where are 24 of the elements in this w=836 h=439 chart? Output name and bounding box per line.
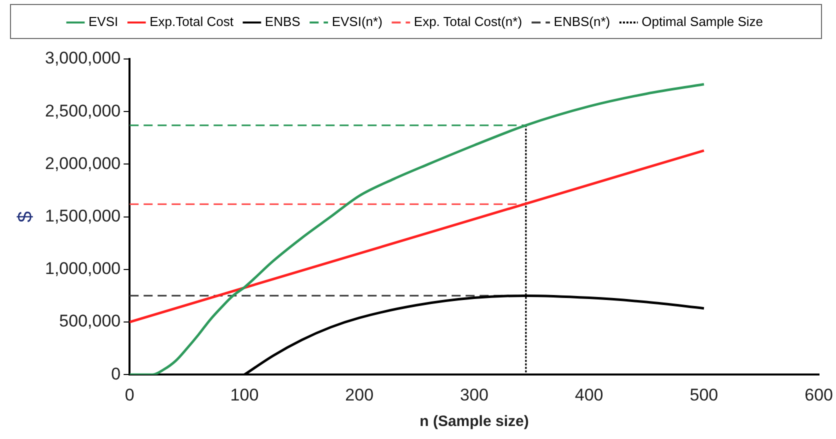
- x-tick-label: 400: [574, 385, 604, 404]
- legend-label: EVSI(n*): [332, 14, 382, 30]
- line-series: [130, 83, 706, 375]
- y-axis-title: $: [14, 211, 37, 222]
- y-tick-label: 2,500,000: [44, 101, 121, 120]
- legend-label: Exp. Total Cost(n*): [414, 14, 522, 30]
- y-tick-label: 2,000,000: [44, 154, 121, 173]
- x-tick-label: 200: [345, 385, 374, 404]
- y-tick-label: 1,000,000: [44, 259, 121, 278]
- legend-label: EVSI: [88, 14, 118, 30]
- x-axis-title: n (Sample size): [420, 413, 529, 430]
- x-tick-label: 100: [230, 385, 259, 404]
- x-tick-label: 600: [804, 385, 834, 404]
- legend-label: Optimal Sample Size: [642, 14, 764, 30]
- y-tick-label: 1,500,000: [44, 206, 121, 226]
- legend-label: Exp.Total Cost: [150, 14, 234, 30]
- legend-label: ENBS: [264, 14, 301, 30]
- x-tick-label: 300: [460, 385, 488, 404]
- y-tick-label: 3,000,000: [44, 48, 121, 68]
- y-tick-label: 0: [111, 364, 121, 384]
- x-tick-label: 0: [124, 385, 134, 404]
- y-tick-label: 500,000: [59, 312, 121, 331]
- legend-label: ENBS(n*): [554, 14, 610, 30]
- x-tick-label: 500: [690, 385, 718, 404]
